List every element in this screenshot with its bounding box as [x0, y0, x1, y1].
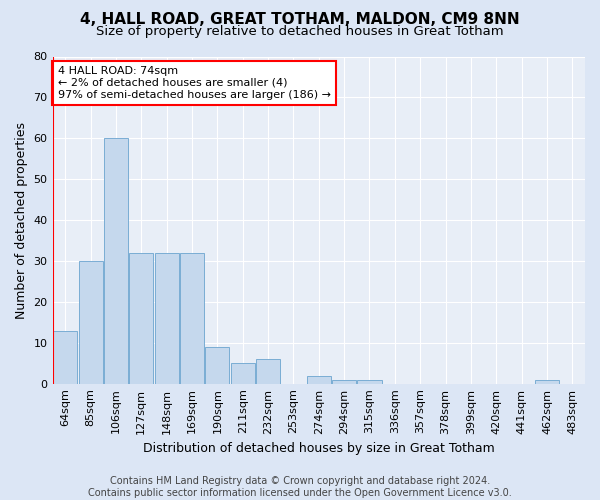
- Text: 4, HALL ROAD, GREAT TOTHAM, MALDON, CM9 8NN: 4, HALL ROAD, GREAT TOTHAM, MALDON, CM9 …: [80, 12, 520, 28]
- Bar: [129, 253, 154, 384]
- Bar: [79, 261, 103, 384]
- Bar: [307, 376, 331, 384]
- Bar: [332, 380, 356, 384]
- Bar: [104, 138, 128, 384]
- Bar: [358, 380, 382, 384]
- Text: 4 HALL ROAD: 74sqm
← 2% of detached houses are smaller (4)
97% of semi-detached : 4 HALL ROAD: 74sqm ← 2% of detached hous…: [58, 66, 331, 100]
- Bar: [256, 359, 280, 384]
- Text: Size of property relative to detached houses in Great Totham: Size of property relative to detached ho…: [96, 25, 504, 38]
- Bar: [205, 347, 229, 384]
- Bar: [180, 253, 204, 384]
- Bar: [230, 363, 255, 384]
- Bar: [535, 380, 559, 384]
- Bar: [155, 253, 179, 384]
- Bar: [53, 330, 77, 384]
- Y-axis label: Number of detached properties: Number of detached properties: [15, 122, 28, 318]
- Text: Contains HM Land Registry data © Crown copyright and database right 2024.
Contai: Contains HM Land Registry data © Crown c…: [88, 476, 512, 498]
- X-axis label: Distribution of detached houses by size in Great Totham: Distribution of detached houses by size …: [143, 442, 494, 455]
